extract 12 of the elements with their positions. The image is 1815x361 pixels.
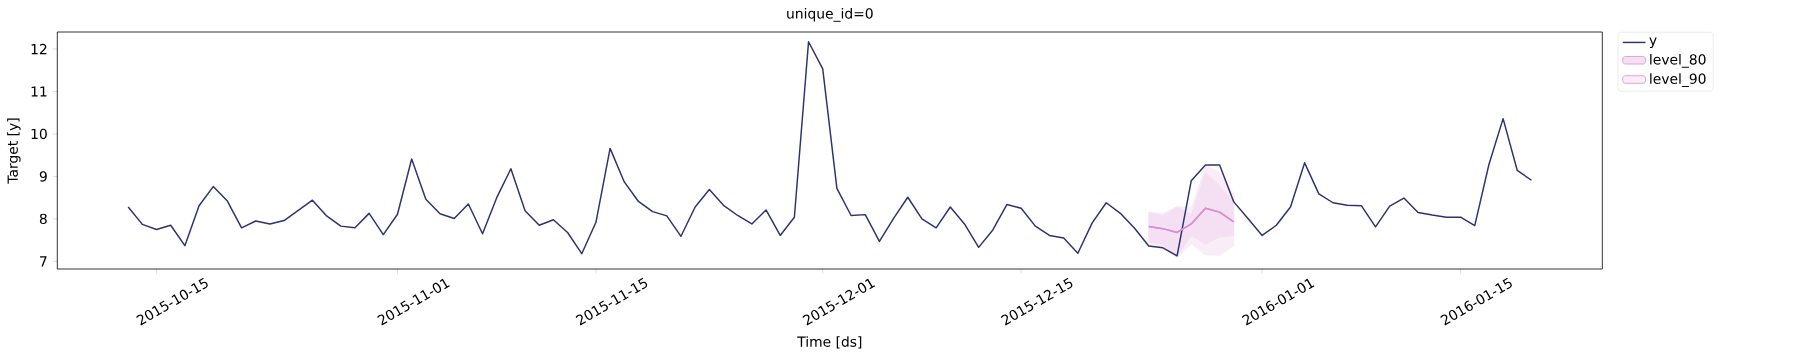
y-tick-label: 8 — [39, 213, 47, 225]
chart-title: unique_id=0 — [787, 7, 873, 22]
legend-label: level_80 — [1650, 53, 1706, 68]
y-tick-label: 9 — [39, 171, 47, 182]
y-tick-label: 7 — [40, 256, 47, 267]
y-tick-label: 12 — [31, 43, 47, 55]
y-axis-title: Target [y] — [7, 118, 21, 184]
legend-label: level_90 — [1650, 73, 1706, 88]
legend-label: y — [1649, 37, 1657, 49]
y-tick-label: 10 — [31, 128, 47, 140]
y-tick-label: 11 — [31, 86, 47, 97]
x-axis-title: Time [ds] — [797, 336, 862, 349]
